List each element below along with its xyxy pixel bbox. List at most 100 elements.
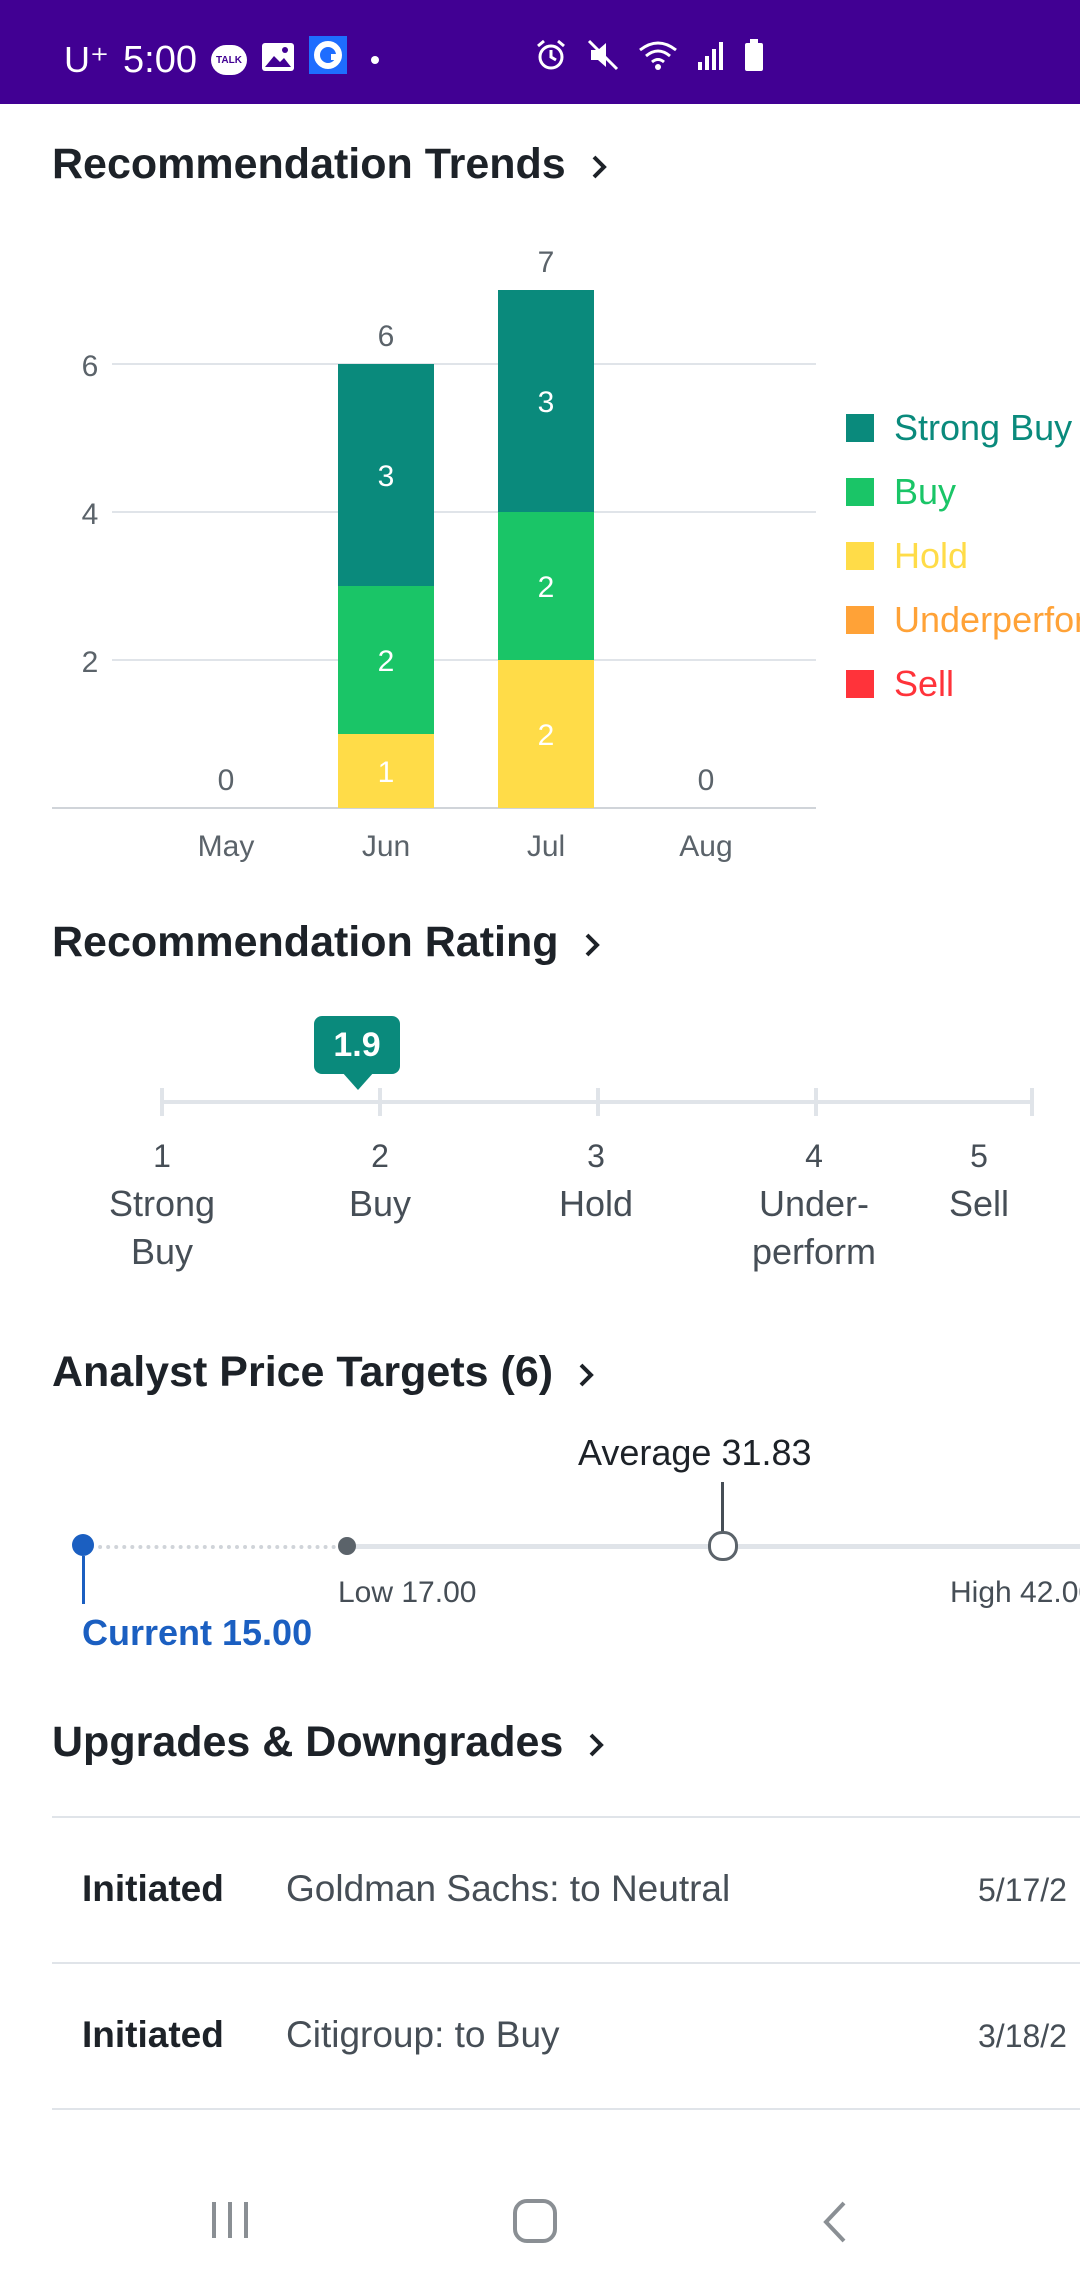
current-price-label: Current 15.00 xyxy=(82,1612,313,1653)
system-navigation-bar xyxy=(0,2160,1080,2280)
bar-segment-buy xyxy=(498,512,594,660)
list-divider xyxy=(52,1962,1080,1964)
mute-icon xyxy=(586,38,620,77)
recommendation-rating-header[interactable]: Recommendation Rating xyxy=(52,918,611,967)
chevron-right-icon xyxy=(569,1355,605,1391)
rating-scale-label: 5 Sell xyxy=(932,1132,1062,1228)
wifi-icon xyxy=(638,38,678,77)
rating-scale-text: Strong Buy xyxy=(108,1183,216,1272)
y-tick-label: 2 xyxy=(82,646,99,679)
bar-total-label: 6 xyxy=(378,320,395,353)
upgrade-row[interactable]: Initiated Goldman Sachs: to Neutral 5/17… xyxy=(52,1818,1080,1962)
bar-segment-hold xyxy=(498,660,594,808)
bar-total-label: 7 xyxy=(538,246,555,279)
price-range-dotted-line xyxy=(82,1545,344,1549)
rating-scale-text: Buy xyxy=(348,1183,412,1224)
talk-badge-text: TALK xyxy=(216,54,242,66)
rating-pointer xyxy=(342,1072,374,1090)
list-divider xyxy=(52,2108,1080,2110)
rating-tick xyxy=(160,1088,164,1116)
rating-tick xyxy=(596,1088,600,1116)
analyst-price-targets-header[interactable]: Analyst Price Targets (6) xyxy=(52,1348,605,1397)
upgrade-date: 3/18/2 xyxy=(978,2018,1067,2054)
recommendation-rating-title: Recommendation Rating xyxy=(52,918,559,966)
more-notifications-dot xyxy=(370,56,379,64)
upgrade-action: Initiated xyxy=(82,1868,224,1909)
rating-scale-label: 2 Buy xyxy=(280,1132,480,1228)
y-tick-label: 4 xyxy=(82,498,99,531)
upgrades-downgrades-header[interactable]: Upgrades & Downgrades xyxy=(52,1718,615,1767)
recommendation-trends-header[interactable]: Recommendation Trends xyxy=(52,140,618,189)
rating-scale-text: Hold xyxy=(558,1183,634,1224)
trends-legend: Strong Buy Buy Hold Underperform Sell xyxy=(846,396,1080,716)
x-tick-label: Jun xyxy=(362,830,410,863)
chevron-right-icon xyxy=(582,147,618,183)
app-notification-icon xyxy=(308,36,347,84)
legend-swatch xyxy=(846,606,874,634)
legend-label: Underperform xyxy=(894,599,1080,640)
chevron-right-icon xyxy=(579,1725,615,1761)
bar-segment-label: 1 xyxy=(378,756,395,789)
bar-segment-hold xyxy=(338,734,434,808)
legend-item: Buy xyxy=(846,460,1080,524)
legend-swatch xyxy=(846,478,874,506)
legend-item: Hold xyxy=(846,524,1080,588)
upgrade-description: Citigroup: to Buy xyxy=(286,2014,560,2055)
upgrade-description: Goldman Sachs: to Neutral xyxy=(286,1868,731,1909)
recent-apps-button[interactable] xyxy=(208,2200,252,2245)
legend-item: Strong Buy xyxy=(846,396,1080,460)
average-price-label: Average 31.83 xyxy=(578,1432,812,1473)
rating-scale-label: 4 Under-perform xyxy=(714,1132,914,1276)
legend-swatch xyxy=(846,670,874,698)
legend-label: Strong Buy xyxy=(894,407,1073,448)
y-tick-label: 6 xyxy=(82,350,99,383)
average-price-marker xyxy=(708,1531,738,1561)
chevron-right-icon xyxy=(575,925,611,961)
bar-segment-buy xyxy=(338,586,434,734)
low-price-marker xyxy=(338,1537,356,1555)
analyst-price-targets-title: Analyst Price Targets (6) xyxy=(52,1348,554,1396)
rating-scale-text: Under-perform xyxy=(751,1183,877,1272)
back-button[interactable] xyxy=(820,2200,850,2249)
legend-label: Hold xyxy=(894,535,969,576)
alarm-icon xyxy=(534,38,568,77)
legend-label: Sell xyxy=(894,663,955,704)
current-price-marker-line xyxy=(82,1556,85,1604)
battery-icon xyxy=(744,39,764,76)
legend-item: Sell xyxy=(846,652,1080,716)
rating-scale-number: 5 xyxy=(970,1138,988,1174)
rating-scale-number: 4 xyxy=(805,1138,823,1174)
bar-segment-label: 2 xyxy=(378,645,395,678)
rating-scale-number: 1 xyxy=(153,1138,171,1174)
rating-scale-number: 2 xyxy=(371,1138,389,1174)
carrier-label: U⁺ xyxy=(64,39,109,80)
recommendation-trends-chart: 2 4 6 0 May 1 2 3 6 Jun 2 2 3 7 Jul 0 Aug xyxy=(52,246,816,863)
low-price-label: Low 17.00 xyxy=(338,1576,477,1609)
bar-segment-label: 2 xyxy=(538,719,555,752)
upgrades-downgrades-title: Upgrades & Downgrades xyxy=(52,1718,564,1766)
legend-label: Buy xyxy=(894,471,957,512)
upgrade-row[interactable]: Initiated Citigroup: to Buy 3/18/2 xyxy=(52,1964,1080,2108)
rating-tick xyxy=(378,1088,382,1116)
upgrade-date: 5/17/2 xyxy=(978,1872,1067,1908)
bar-total-label: 0 xyxy=(218,764,235,797)
signal-icon xyxy=(696,40,726,75)
recommendation-trends-title: Recommendation Trends xyxy=(52,140,566,188)
kakaotalk-icon: TALK xyxy=(210,45,247,75)
bar-segment-label: 3 xyxy=(538,386,555,419)
rating-scale-label: 1 Strong Buy xyxy=(62,1132,262,1276)
gallery-icon xyxy=(261,39,295,82)
rating-tick xyxy=(814,1088,818,1116)
list-divider xyxy=(52,1816,1080,1818)
bar-segment-strong-buy xyxy=(498,290,594,512)
high-price-label: High 42.00 xyxy=(950,1576,1080,1609)
upgrade-action: Initiated xyxy=(82,2014,224,2055)
x-tick-label: Aug xyxy=(679,830,732,863)
current-price-marker xyxy=(72,1534,94,1556)
bar-segment-label: 3 xyxy=(378,460,395,493)
clock-time: 5:00 xyxy=(123,38,197,81)
home-button[interactable] xyxy=(512,2198,558,2249)
bar-segment-strong-buy xyxy=(338,364,434,586)
rating-scale-number: 3 xyxy=(587,1138,605,1174)
x-tick-label: Jul xyxy=(527,830,565,863)
